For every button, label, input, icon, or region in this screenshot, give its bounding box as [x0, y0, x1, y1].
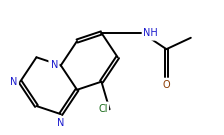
Text: NH: NH — [143, 28, 158, 38]
Text: O: O — [162, 80, 171, 93]
Text: Cl: Cl — [96, 103, 108, 116]
Text: N: N — [57, 118, 65, 128]
Text: N: N — [56, 118, 65, 131]
Text: N: N — [10, 77, 18, 87]
Text: N: N — [9, 75, 18, 88]
Text: Cl: Cl — [98, 104, 108, 114]
Text: N: N — [51, 60, 58, 70]
Text: NH: NH — [143, 26, 160, 39]
Text: N: N — [50, 59, 58, 72]
Text: O: O — [163, 80, 170, 90]
